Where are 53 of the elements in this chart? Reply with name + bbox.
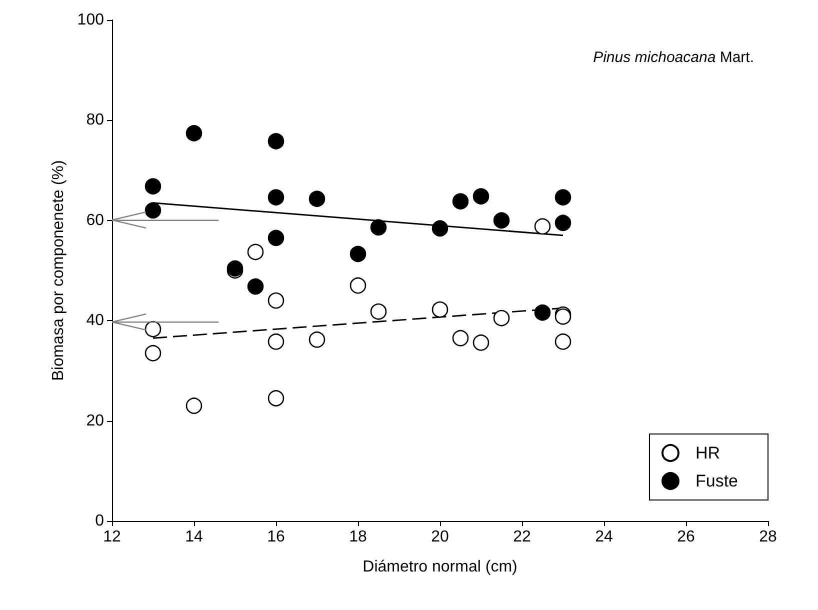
x-tick-label: 24 <box>595 528 613 546</box>
point <box>247 244 264 260</box>
point <box>472 334 490 351</box>
point <box>554 333 572 350</box>
point <box>268 230 284 246</box>
point <box>472 188 490 204</box>
x-tick-label: 14 <box>185 528 203 546</box>
y-tick-label: 100 <box>77 12 104 28</box>
point <box>144 178 162 194</box>
y-tick-label: 40 <box>86 312 104 330</box>
y-tick-label: 20 <box>86 412 104 430</box>
point <box>350 246 366 262</box>
point <box>186 398 202 414</box>
x-tick-label: 26 <box>677 528 695 546</box>
point <box>268 390 284 406</box>
point <box>350 277 366 294</box>
point <box>534 218 551 235</box>
point <box>268 333 284 350</box>
point <box>247 278 264 295</box>
point <box>493 310 510 326</box>
point <box>370 219 387 236</box>
point <box>493 212 510 229</box>
x-tick-label: 20 <box>431 528 449 546</box>
y-tick-label: 0 <box>95 512 104 530</box>
point <box>554 214 572 232</box>
x-tick-label: 28 <box>759 528 777 546</box>
y-axis-title: Biomasa por componenete (%) <box>50 160 67 381</box>
legend-label: HR <box>695 444 720 462</box>
point <box>554 189 572 206</box>
x-tick-label: 16 <box>267 528 285 546</box>
point <box>432 220 448 237</box>
legend-label: Fuste <box>695 472 738 490</box>
point <box>534 304 551 321</box>
y-tick-label: 80 <box>86 112 104 129</box>
x-tick-label: 18 <box>349 528 367 546</box>
point <box>268 133 284 150</box>
x-tick-label: 12 <box>103 528 121 546</box>
point <box>144 345 162 362</box>
point <box>144 320 162 338</box>
point <box>268 292 284 309</box>
point <box>268 189 284 206</box>
point <box>308 190 326 208</box>
point <box>186 125 202 142</box>
point <box>452 330 469 346</box>
x-tick-label: 22 <box>513 528 531 546</box>
point <box>370 303 387 320</box>
y-tick-label: 60 <box>86 212 104 229</box>
point <box>144 202 162 219</box>
point <box>308 331 326 348</box>
point <box>432 301 448 318</box>
x-axis-title: Diámetro normal (cm) <box>362 558 518 576</box>
annotation: Pinus michoacana Mart. <box>593 49 754 66</box>
point <box>452 193 469 210</box>
